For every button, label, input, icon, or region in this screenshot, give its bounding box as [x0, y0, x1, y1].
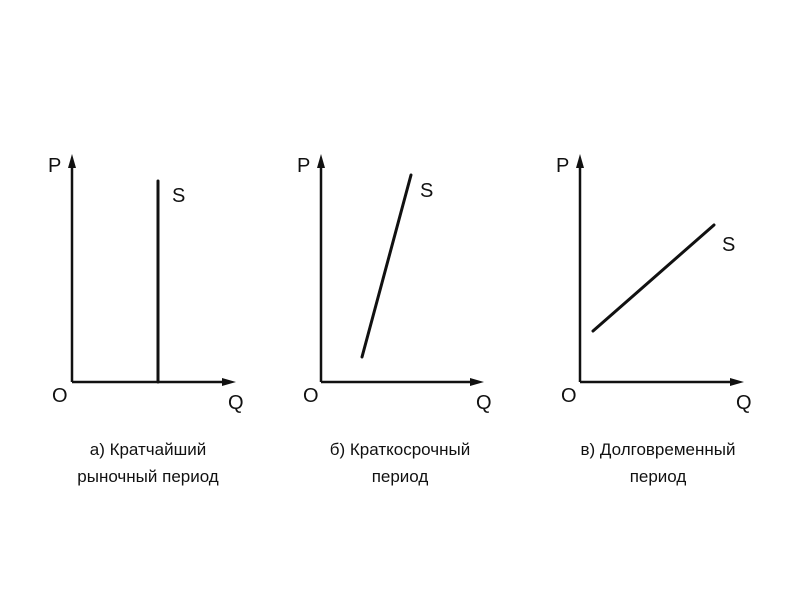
panel-a-origin-label: O	[52, 385, 68, 407]
panel-a-y-axis-label: P	[48, 155, 61, 177]
panel-c-caption-line-2: период	[630, 467, 687, 486]
panel-b-x-axis-label: Q	[476, 392, 492, 414]
panel-a-caption-line-1: а) Кратчайший	[90, 440, 207, 459]
panel-c-y-axis-label: P	[556, 155, 569, 177]
panel-a-x-arrow	[222, 378, 236, 386]
panel-a-x-axis-label: Q	[228, 392, 244, 414]
panel-b-caption-line-1: б) Краткосрочный	[330, 440, 470, 459]
panel-b-supply-curve	[360, 173, 413, 359]
panel-b-caption-line-2: период	[372, 467, 429, 486]
panel-b-y-axis-label: P	[297, 155, 310, 177]
panel-a: P O Q S а) Кратчайший рыночный период	[48, 154, 244, 486]
panel-c-origin-label: O	[561, 385, 577, 407]
panel-b-curve-label: S	[420, 180, 433, 202]
panel-b-x-arrow	[470, 378, 484, 386]
panel-b-y-arrow	[317, 154, 325, 168]
panel-b: P O Q S б) Краткосрочный период	[297, 154, 492, 486]
panel-c-x-axis-label: Q	[736, 392, 752, 414]
panel-c-supply-curve	[591, 223, 716, 333]
panel-a-caption-line-2: рыночный период	[77, 467, 219, 486]
panel-c-y-arrow	[576, 154, 584, 168]
panel-a-y-arrow	[68, 154, 76, 168]
panel-a-curve-label: S	[172, 185, 185, 207]
panel-c-caption-line-1: в) Долговременный	[581, 440, 736, 459]
panel-c-curve-label: S	[722, 234, 735, 256]
panel-c-x-arrow	[730, 378, 744, 386]
panel-b-origin-label: O	[303, 385, 319, 407]
panel-c: P O Q S в) Долговременный период	[556, 154, 752, 486]
